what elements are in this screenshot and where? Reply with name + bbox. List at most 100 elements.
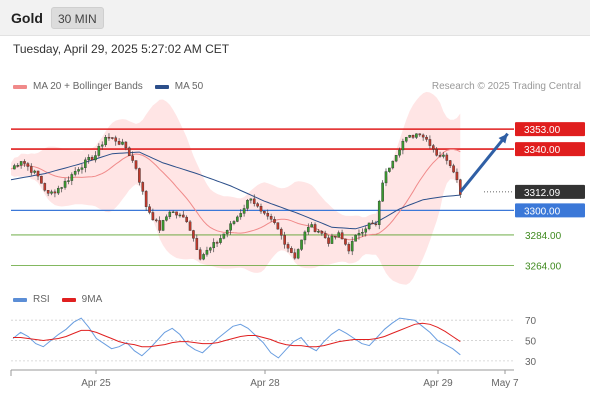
legend-swatch-ma50 [154, 84, 169, 89]
top-bar: Gold 30 MIN [0, 0, 590, 36]
candle-body [300, 239, 303, 250]
candle-body [239, 213, 243, 218]
candle-body [259, 206, 263, 212]
candle-body [361, 232, 364, 234]
candle-body [296, 249, 300, 259]
candle-body [70, 174, 74, 181]
candle-body [33, 170, 36, 173]
legend-swatch-rsi [13, 297, 27, 302]
candle-body [303, 231, 307, 241]
candle-body [279, 228, 283, 236]
candle-body [90, 157, 94, 161]
candle-body [114, 137, 118, 142]
rsi-tick-30: 30 [525, 357, 537, 368]
legend-item-rsi-ma: 9MA [61, 294, 103, 305]
candle-body [384, 171, 388, 184]
legend-label-rsi-ma: 9MA [81, 294, 103, 305]
candle-body [381, 182, 384, 202]
bollinger-band [11, 91, 461, 285]
candle-body [425, 136, 428, 140]
candle-body [19, 161, 23, 166]
candle-body [16, 165, 20, 167]
candle-body [29, 166, 33, 173]
candle-body [178, 214, 182, 217]
candle-body [435, 148, 438, 156]
candle-body [273, 219, 276, 223]
candle-body [256, 203, 259, 207]
candle-body [313, 224, 317, 233]
instrument-title: Gold [11, 10, 43, 26]
candle-body [266, 213, 270, 217]
candle-body [246, 200, 249, 209]
candle-body [415, 133, 418, 138]
candle-body [225, 229, 229, 235]
candle-body [323, 233, 327, 239]
projection-arrow-shaft [459, 132, 509, 193]
candle-body [377, 201, 381, 225]
candle-body [185, 216, 188, 223]
candle-body [364, 228, 368, 233]
rsi-tick-70: 70 [525, 316, 537, 327]
level-label-3353.00: 3353.00 [524, 125, 561, 136]
candle-body [151, 212, 155, 221]
ma20-line [10, 149, 461, 241]
candle-body [192, 230, 195, 239]
candle-body [276, 222, 280, 230]
legend-swatch-rsi-ma [61, 297, 76, 302]
level-tag-3300.00 [515, 203, 585, 218]
candle-body [404, 137, 408, 142]
legend-swatch-ma20 [13, 84, 27, 89]
candle-body [350, 241, 354, 252]
candle-body [269, 216, 273, 220]
candle-body [148, 206, 151, 213]
candle-body [158, 220, 161, 231]
candle-body [50, 191, 53, 194]
level-label-3340.00: 3340.00 [524, 145, 561, 156]
chart-timestamp: Tuesday, April 29, 2025 5:27:02 AM CET [13, 42, 230, 56]
candle-body [46, 190, 50, 194]
candle-body [215, 242, 219, 244]
level-tag-3353.00 [515, 122, 585, 137]
candle-body [252, 198, 256, 204]
candle-body [165, 216, 168, 221]
x-tick-label: Apr 28 [250, 378, 280, 389]
candle-body [320, 230, 324, 234]
candle-body [117, 141, 121, 145]
main-legend: MA 20 + Bollinger Bands MA 50 [13, 81, 215, 92]
candle-body [242, 208, 246, 214]
candle-body [286, 244, 290, 249]
candle-body [111, 137, 114, 139]
candle-body [73, 171, 77, 175]
candle-body [26, 163, 30, 167]
candle-body [428, 139, 432, 146]
candle-body [306, 226, 310, 233]
x-tick-label: Apr 25 [81, 378, 111, 389]
candle-body [340, 232, 344, 240]
legend-item-ma20: MA 20 + Bollinger Bands [13, 81, 143, 92]
candle-body [357, 233, 361, 236]
rsi-legend: RSI 9MA [13, 294, 114, 305]
candle-body [56, 187, 60, 194]
x-tick-label: Apr 29 [423, 378, 453, 389]
level-tag-3312.09 [515, 184, 585, 199]
candle-body [283, 235, 286, 245]
candle-body [40, 175, 43, 184]
legend-label-ma50: MA 50 [174, 81, 204, 92]
candle-body [249, 198, 253, 201]
candle-body [290, 248, 293, 253]
candle-body [127, 147, 131, 157]
candle-body [84, 159, 87, 168]
candle-body [80, 167, 84, 170]
candle-body [107, 137, 111, 139]
candle-body [94, 155, 97, 161]
candle-body [401, 140, 405, 151]
timeframe-badge[interactable]: 30 MIN [51, 7, 104, 29]
candle-body [229, 223, 232, 231]
candle-body [411, 135, 415, 138]
candle-body [421, 134, 425, 138]
candle-body [330, 235, 334, 244]
candle-body [438, 155, 442, 157]
legend-label-ma20: MA 20 + Bollinger Bands [33, 81, 143, 92]
candle-body [222, 233, 226, 239]
level-label-3312.09: 3312.09 [524, 188, 561, 199]
